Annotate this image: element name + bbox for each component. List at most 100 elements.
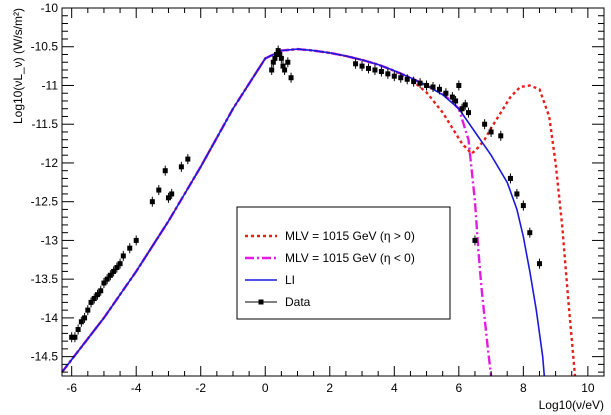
data-point [107,272,113,278]
y-tick-label: -10 [41,1,59,15]
x-tick-label: 2 [326,381,333,395]
data-point [278,55,284,61]
data-point [466,110,471,116]
data-point [391,73,397,79]
legend: MLV = 1015 GeV (η > 0) MLV = 1015 GeV (η … [236,206,451,320]
tick-labels-layer: -6 -4 -2 0 2 4 6 8 10 -14.5 -14 -13.5 -13 -12.5 -12 -11… [31,1,595,395]
y-tick-label: -13 [41,233,59,247]
legend-label-0: MLV = 1015 GeV (η > 0) [285,229,415,243]
data-point [430,84,436,90]
data-point [424,82,430,88]
data-point [536,261,542,267]
data-point [527,230,533,236]
data-point [72,334,78,340]
legend-label-3: Data [285,295,311,309]
data-point [94,292,100,298]
data-point [275,48,281,54]
data-point [111,268,117,274]
y-tick-label: -13.5 [31,272,59,286]
y-tick-label: -12 [41,156,59,170]
data-point [398,75,404,81]
data-point [169,191,175,197]
plot-frame [61,7,605,377]
data-point [88,299,94,305]
legend-marker-3 [258,299,264,305]
data-point [270,59,276,65]
y-tick-label: -10.5 [31,40,59,54]
data-point [98,288,104,294]
data-point [443,90,449,96]
legend-box [236,206,451,320]
data-point [472,237,478,243]
data-point [459,106,465,112]
data-markers-layer [69,45,542,343]
curves-layer [61,47,577,377]
data-point [165,195,171,201]
data-point [359,63,365,69]
data-point [162,168,168,174]
data-point [178,164,184,170]
data-point [462,102,468,108]
data-point [149,199,155,205]
legend-label-2: LI [285,273,295,287]
data-point [514,191,520,197]
data-point [91,296,97,302]
x-tick-label: -6 [66,381,77,395]
data-point [498,133,504,139]
data-point [120,253,126,259]
data-point [272,55,278,61]
x-tick-label: 0 [262,381,269,395]
data-point [482,121,488,127]
ticks-layer [62,7,605,376]
y-tick-label: -14 [41,311,59,325]
data-point [277,51,283,57]
data-point [365,65,371,71]
x-tick-label: 4 [391,381,398,395]
data-point [436,86,442,92]
data-point [69,334,75,340]
data-point [117,261,123,267]
y-tick-label: -11 [42,78,59,92]
data-point [453,98,459,104]
data-point [104,276,110,282]
x-tick-label: 8 [520,381,527,395]
data-point [456,82,462,88]
data-point [185,156,191,162]
x-tick-label: -4 [131,381,142,395]
legend-label-1: MLV = 1015 GeV (η < 0) [285,251,415,265]
data-point [372,67,378,73]
x-tick-label: -2 [195,381,206,395]
data-point [75,327,81,333]
data-point [114,265,120,271]
data-point [269,67,275,73]
data-point [85,307,91,313]
data-point [288,75,294,81]
data-point [282,67,288,73]
data-point [417,80,423,86]
y-tick-label: -14.5 [31,350,59,364]
data-point [404,76,410,82]
data-point [156,187,162,193]
y-axis-label: Log10(νL_ν) (W/s/m²) [11,8,25,124]
y-tick-label: -11.5 [32,117,59,131]
data-point [101,280,107,286]
y-tick-label: -12.5 [31,195,59,209]
data-point [385,71,391,77]
data-point [353,61,359,67]
series-line-2 [61,48,546,377]
data-point [82,315,88,321]
data-point [378,69,384,75]
x-tick-label: 10 [581,381,595,395]
data-point [520,203,526,209]
data-point [449,94,455,100]
data-point [488,129,494,135]
data-point [127,245,133,251]
data-point [133,237,139,243]
data-point [411,79,417,85]
legend-items: MLV = 1015 GeV (η > 0) MLV = 1015 GeV (η … [245,229,415,309]
data-point [507,175,513,181]
data-point [274,51,280,57]
data-point [280,63,286,69]
x-tick-label: 6 [455,381,462,395]
